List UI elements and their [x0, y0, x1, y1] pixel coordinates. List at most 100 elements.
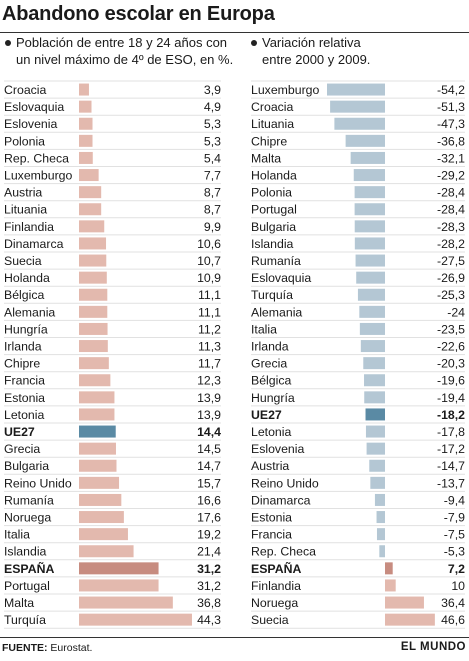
left-label-lituania: Lituania	[4, 203, 47, 217]
left-bar-francia	[79, 374, 111, 387]
right-bar-ue27	[365, 408, 385, 421]
right-bar-luxemburgo	[327, 83, 385, 96]
right-subtitle: Variación relativa entre 2000 y 2009.	[262, 35, 370, 68]
left-bar-grecia	[79, 442, 116, 455]
left-label-letonia: Letonia	[4, 408, 45, 422]
left-label-malta: Malta	[4, 596, 34, 610]
left-bar-austria	[79, 186, 102, 199]
left-label-islandia: Islandia	[4, 545, 47, 559]
right-value-grecia: -20,3	[437, 357, 465, 371]
left-label-austria: Austria	[4, 186, 42, 200]
right-label-chipre: Chipre	[251, 134, 287, 148]
left-bar-ue27	[79, 425, 116, 438]
left-value-malta: 36,8	[197, 596, 221, 610]
right-label-polonia: Polonia	[251, 186, 292, 200]
right-value-irlanda: -22,6	[437, 340, 465, 354]
left-bar-polonia	[79, 134, 93, 147]
right-bar-suecia	[385, 613, 435, 626]
left-label-dinamarca: Dinamarca	[4, 237, 64, 251]
left-bar-eslovenia	[79, 117, 93, 130]
left-value-letonia: 13,9	[197, 408, 221, 422]
right-label-dinamarca: Dinamarca	[251, 493, 311, 507]
left-value-croacia: 3,9	[204, 83, 221, 97]
right-value-holanda: -29,2	[437, 169, 465, 183]
left-bar-rep-checa	[79, 151, 93, 164]
right-label-irlanda: Irlanda	[251, 340, 289, 354]
right-value-malta: -32,1	[437, 151, 465, 165]
left-label-holanda: Holanda	[4, 271, 50, 285]
right-label-alemania: Alemania	[251, 305, 302, 319]
left-value-turquia: 44,3	[197, 613, 221, 627]
left-bar-espana	[79, 562, 159, 575]
left-value-dinamarca: 10,6	[197, 237, 221, 251]
left-bar-bulgaria	[79, 459, 117, 472]
source-text: Eurostat.	[50, 642, 93, 654]
right-value-ue27: -18,2	[437, 408, 465, 422]
right-label-malta: Malta	[251, 151, 281, 165]
right-bar-belgica	[364, 374, 385, 387]
right-value-francia: -7,5	[444, 528, 465, 542]
right-value-dinamarca: -9,4	[444, 493, 465, 507]
right-value-eslovenia: -17,2	[437, 442, 465, 456]
right-label-italia: Italia	[251, 322, 277, 336]
left-value-holanda: 10,9	[197, 271, 221, 285]
left-bar-dinamarca	[79, 237, 107, 250]
left-label-eslovenia: Eslovenia	[4, 117, 57, 131]
left-label-rep-checa: Rep. Checa	[4, 151, 69, 165]
left-label-belgica: Bélgica	[4, 288, 44, 302]
right-label-eslovaquia: Eslovaquia	[251, 271, 311, 285]
left-value-islandia: 21,4	[197, 545, 221, 559]
right-label-ue27: UE27	[251, 408, 282, 422]
right-bar-eslovenia	[366, 442, 385, 455]
right-bar-reino-unido	[370, 476, 385, 489]
left-bar-estonia	[79, 391, 115, 404]
right-bar-polonia	[354, 186, 385, 199]
right-value-hungria: -19,4	[437, 391, 465, 405]
right-label-lituania: Lituania	[251, 117, 294, 131]
left-label-grecia: Grecia	[4, 442, 40, 456]
left-subtitle: Población de entre 18 y 24 años con un n…	[16, 35, 233, 68]
left-label-portugal: Portugal	[4, 579, 50, 593]
left-bar-belgica	[79, 288, 108, 301]
right-value-finlandia: 10	[451, 579, 465, 593]
right-bar-finlandia	[385, 579, 396, 592]
right-value-chipre: -36,8	[437, 134, 465, 148]
right-value-espana: 7,2	[448, 562, 465, 576]
left-subtitle-line2: un nivel máximo de 4º de ESO, en %.	[16, 51, 234, 67]
right-bar-espana	[385, 562, 393, 575]
left-label-ue27: UE27	[4, 425, 35, 439]
right-label-hungria: Hungría	[251, 391, 295, 405]
right-value-bulgaria: -28,3	[437, 220, 465, 234]
right-value-croacia: -51,3	[437, 100, 465, 114]
left-bar-islandia	[79, 545, 134, 558]
left-bar-hungria	[79, 322, 108, 335]
source-note: FUENTE: Eurostat.	[2, 642, 92, 654]
right-bar-letonia	[365, 425, 385, 438]
right-value-islandia: -28,2	[437, 237, 465, 251]
right-value-noruega: 36,4	[441, 596, 465, 610]
left-bar-finlandia	[79, 220, 105, 233]
left-bar-letonia	[79, 408, 115, 421]
left-value-eslovaquia: 4,9	[204, 100, 221, 114]
left-label-rumania: Rumanía	[4, 493, 54, 507]
left-value-chipre: 11,7	[198, 357, 221, 371]
left-value-luxemburgo: 7,7	[204, 169, 221, 183]
right-label-croacia: Croacia	[251, 100, 294, 114]
right-value-alemania: -24	[447, 305, 465, 319]
right-value-luxemburgo: -54,2	[437, 83, 465, 97]
right-bar-eslovaquia	[356, 271, 385, 284]
left-value-austria: 8,7	[204, 186, 221, 200]
left-bar-chipre	[79, 357, 109, 370]
left-label-croacia: Croacia	[4, 83, 47, 97]
right-label-rumania: Rumanía	[251, 254, 301, 268]
left-value-estonia: 13,9	[197, 391, 221, 405]
right-value-turquia: -25,3	[437, 288, 465, 302]
right-value-italia: -23,5	[437, 322, 465, 336]
right-bar-bulgaria	[354, 220, 385, 233]
left-label-alemania: Alemania	[4, 305, 55, 319]
right-bar-estonia	[376, 511, 385, 524]
left-bar-turquia	[79, 613, 192, 626]
left-bar-reino-unido	[79, 476, 120, 489]
left-value-francia: 12,3	[197, 374, 221, 388]
